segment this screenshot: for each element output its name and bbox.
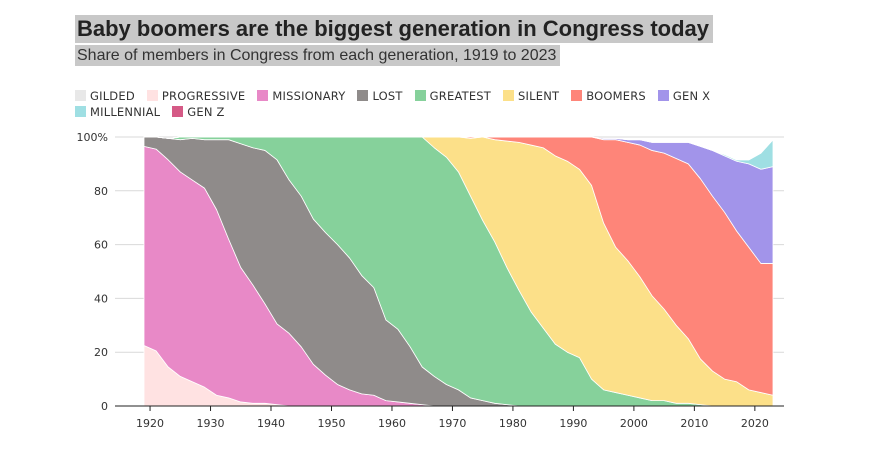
legend-swatch xyxy=(414,90,426,101)
legend: GILDED PROGRESSIVE MISSIONARY LOST GREATEST S… xyxy=(75,88,755,120)
legend-label: GREATEST xyxy=(429,88,492,103)
legend-item-boomers: BOOMERS xyxy=(571,88,646,103)
legend-swatch xyxy=(657,90,669,101)
x-tick-label: 1990 xyxy=(559,417,587,430)
legend-item-progressive: PROGRESSIVE xyxy=(146,88,246,103)
legend-item-gilded: GILDED xyxy=(75,88,135,103)
y-tick-label: 60 xyxy=(94,239,108,252)
y-tick-label: 20 xyxy=(94,346,108,359)
x-tick-label: 1950 xyxy=(317,417,345,430)
stacked-areas xyxy=(143,136,774,407)
title-wrap: Baby boomers are the biggest generation … xyxy=(75,15,714,43)
legend-item-greatest: GREATEST xyxy=(414,88,492,103)
legend-label: BOOMERS xyxy=(586,88,646,103)
legend-label: GEN Z xyxy=(187,104,225,119)
legend-item-lost: LOST xyxy=(357,88,402,103)
legend-item-gen-x: GEN X xyxy=(657,88,711,103)
legend-swatch xyxy=(75,90,86,101)
y-tick-label: 100% xyxy=(77,131,108,144)
x-tick-label: 1940 xyxy=(257,417,285,430)
legend-label: GILDED xyxy=(90,88,135,103)
axes: 0 20 40 60 80 100% 1920 1930 1940 1950 1960 1970 198… xyxy=(77,131,784,430)
x-tick-label: 2010 xyxy=(680,417,708,430)
y-tick-label: 0 xyxy=(101,400,108,413)
legend-swatch xyxy=(172,106,184,117)
legend-label: PROGRESSIVE xyxy=(161,88,246,103)
x-tick-label: 1980 xyxy=(499,417,527,430)
legend-swatch xyxy=(75,106,86,117)
subtitle-wrap: Share of members in Congress from each g… xyxy=(75,45,561,66)
legend-label: MILLENNIAL xyxy=(90,104,161,119)
x-tick-label: 1920 xyxy=(136,417,164,430)
legend-swatch xyxy=(571,90,583,101)
x-tick-label: 1930 xyxy=(197,417,225,430)
x-tick-label: 1970 xyxy=(438,417,466,430)
legend-label: SILENT xyxy=(518,88,560,103)
legend-label: GEN X xyxy=(672,88,711,103)
y-tick-label: 80 xyxy=(94,185,108,198)
x-tick-label: 2020 xyxy=(741,417,769,430)
chart-subtitle: Share of members in Congress from each g… xyxy=(75,45,561,66)
legend-item-millennial: MILLENNIAL xyxy=(75,104,160,119)
chart-title: Baby boomers are the biggest generation … xyxy=(75,15,714,43)
legend-label: MISSIONARY xyxy=(272,88,346,103)
legend-item-gen-z: GEN Z xyxy=(172,104,224,119)
legend-label: LOST xyxy=(372,88,403,103)
legend-item-missionary: MISSIONARY xyxy=(257,88,345,103)
legend-swatch xyxy=(146,90,158,101)
legend-swatch xyxy=(257,90,269,101)
area-gen-z xyxy=(143,136,774,161)
legend-swatch xyxy=(503,90,515,101)
x-tick-label: 1960 xyxy=(378,417,406,430)
legend-swatch xyxy=(357,90,369,101)
y-tick-label: 40 xyxy=(94,292,108,305)
legend-item-silent: SILENT xyxy=(503,88,559,103)
x-tick-label: 2000 xyxy=(620,417,648,430)
